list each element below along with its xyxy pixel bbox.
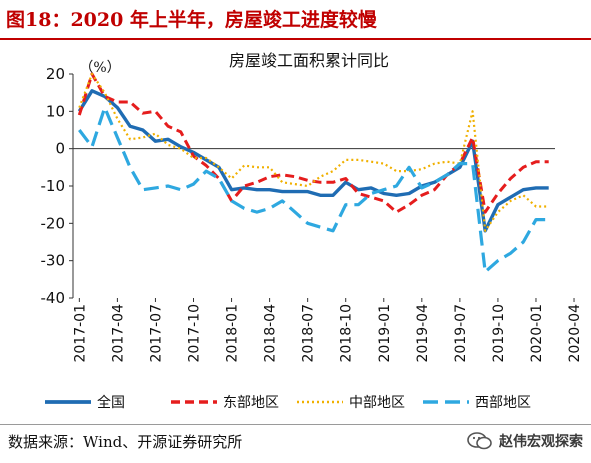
x-tick-label: 2020-04 <box>567 304 583 363</box>
footer-rule <box>0 424 591 425</box>
series-lines <box>77 72 549 274</box>
figure-title: 图18：2020 年上半年，房屋竣工进度较慢 <box>6 9 377 31</box>
y-tick-label: 0 <box>55 140 65 158</box>
x-tick-label: 2018-07 <box>301 304 317 363</box>
legend-label-2: 东部地区 <box>223 395 279 411</box>
y-tick-label: 10 <box>46 102 65 120</box>
axes: -40 -30 -20 -10 0 10 20 2017-01 2017-04 2017-07 20… <box>41 65 584 363</box>
y-tick-label: -20 <box>41 214 66 232</box>
line-chart: 房屋竣工面积累计同比 （%） -40 -30 -20 -10 0 10 20 2017-01 2… <box>41 51 584 411</box>
y-unit-label: （%） <box>79 60 120 76</box>
x-tick-label: 2018-04 <box>263 304 279 363</box>
series-line-1 <box>77 89 549 233</box>
watermark-text: 赵伟宏观探索 <box>499 434 583 450</box>
y-tick-label: -30 <box>41 252 66 270</box>
x-tick-label: 2019-10 <box>491 304 507 363</box>
x-tick-label: 2019-01 <box>377 304 393 363</box>
title-rule <box>0 38 591 40</box>
x-tick-label: 2020-01 <box>529 304 545 363</box>
legend: 全国 东部地区 中部地区 西部地区 <box>45 394 531 411</box>
wechat-logo-icon <box>467 432 492 450</box>
x-tick-label: 2017-10 <box>187 304 203 363</box>
y-tick-label: 20 <box>46 65 65 83</box>
series-line-3 <box>78 72 549 232</box>
source-note: 数据来源：Wind、开源证券研究所 <box>8 433 243 451</box>
legend-label-3: 中部地区 <box>349 395 405 411</box>
x-tick-label: 2019-07 <box>453 304 469 363</box>
y-tick-label: -40 <box>41 289 66 307</box>
x-tick-label: 2018-10 <box>339 304 355 363</box>
watermark: 赵伟宏观探索 <box>467 431 583 451</box>
legend-label-1: 全国 <box>97 394 125 411</box>
series-line-4 <box>78 105 549 274</box>
x-tick-label: 2018-01 <box>225 304 241 363</box>
x-tick-label: 2017-01 <box>72 304 88 363</box>
y-tick-label: -10 <box>41 177 66 195</box>
x-tick-label: 2017-07 <box>148 304 164 363</box>
x-tick-label: 2019-04 <box>415 304 431 363</box>
chart-title: 房屋竣工面积累计同比 <box>229 51 389 70</box>
legend-label-4: 西部地区 <box>475 395 531 411</box>
x-tick-label: 2017-04 <box>110 304 126 363</box>
